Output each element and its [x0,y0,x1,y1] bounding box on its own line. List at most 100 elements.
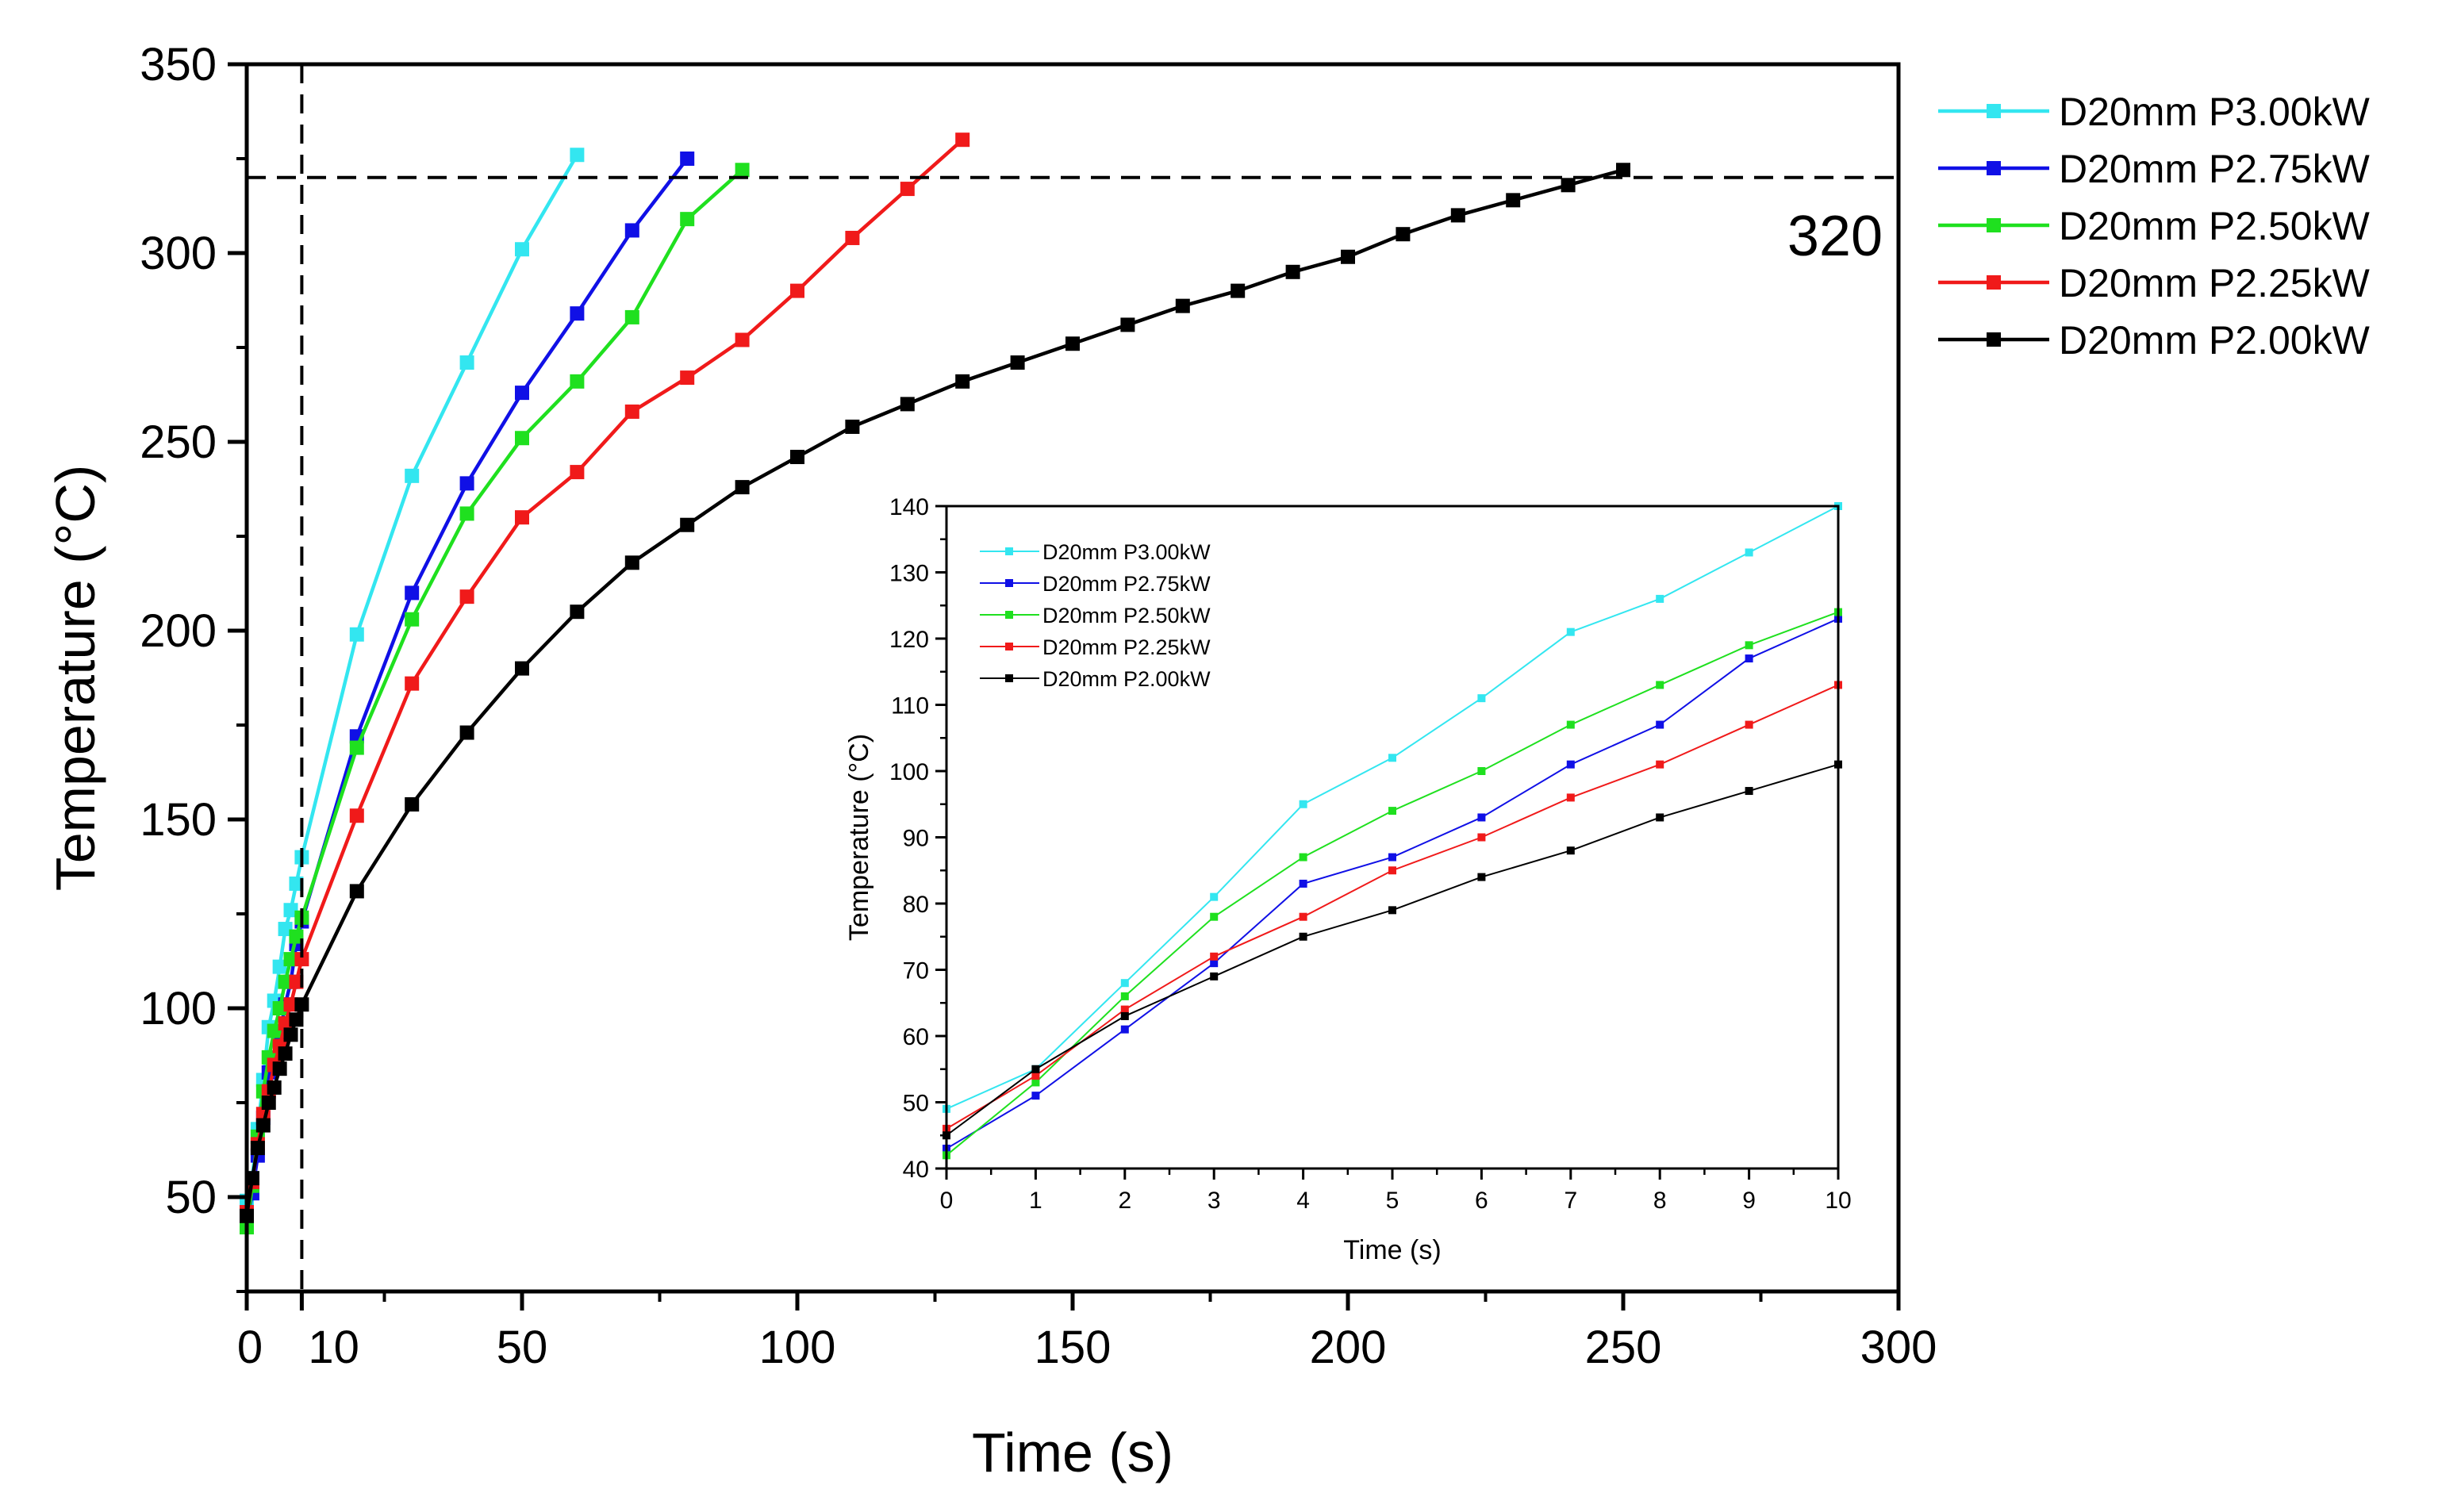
inset-y-tick-label: 140 [889,494,929,520]
data-point-d20mm-p2-00kw [1065,336,1080,351]
legend-label-d20mm-p2-75kw: D20mm P2.75kW [2059,147,2371,191]
inset-x-tick-label: 4 [1296,1188,1310,1214]
data-point-d20mm-p2-00kw [405,796,420,812]
inset-y-tick-label: 130 [889,561,929,587]
data-point-d20mm-p2-00kw [1120,317,1135,332]
data-point-d20mm-p2-00kw [624,555,639,570]
main-x-tick-label: 10 [308,1322,359,1373]
inset-data-point-d20mm-p2-50kw [1120,992,1129,1000]
data-point-d20mm-p2-25kw [790,283,804,298]
inset-y-tick-label: 70 [903,958,929,984]
inset-x-tick-label: 5 [1386,1188,1399,1214]
inset-x-tick-label: 2 [1118,1188,1131,1214]
inset-x-tick-label: 3 [1207,1188,1221,1214]
inset-background [946,506,1838,1169]
inset-legend-marker-d20mm-p2-00kw [1005,674,1013,682]
inset-series-layer [943,502,1842,1160]
data-point-d20mm-p2-50kw [515,431,529,446]
data-point-d20mm-p2-00kw [1396,227,1411,242]
data-point-d20mm-p2-25kw [289,974,304,989]
data-point-d20mm-p2-25kw [294,952,309,967]
data-point-d20mm-p2-50kw [570,374,585,389]
legend-marker-d20mm-p2-00kw [1987,332,2001,347]
data-point-d20mm-p2-00kw [1506,193,1521,208]
data-point-d20mm-p3-00kw [459,355,474,370]
inset-legend-label-d20mm-p2-50kw: D20mm P2.50kW [1042,604,1211,627]
inset-data-point-d20mm-p2-00kw [1388,906,1396,915]
main-x-tick-label: 100 [759,1322,836,1373]
legend-marker-d20mm-p2-75kw [1987,161,2001,175]
data-point-d20mm-p2-00kw [261,1096,276,1110]
inset-x-tick-label: 10 [1825,1188,1851,1214]
inset-data-point-d20mm-p2-50kw [1031,1078,1040,1087]
inset-data-point-d20mm-p2-00kw [1656,813,1664,822]
inset-data-point-d20mm-p2-50kw [1388,807,1396,815]
inset-data-point-d20mm-p2-75kw [1477,813,1486,822]
inset-data-point-d20mm-p2-25kw [1477,833,1486,842]
data-point-d20mm-p2-50kw [680,212,695,227]
data-point-d20mm-p2-25kw [955,132,970,148]
inset-data-point-d20mm-p2-00kw [1031,1065,1040,1073]
data-point-d20mm-p2-25kw [278,1016,293,1031]
main-y-tick-label: 50 [165,1172,217,1223]
main-plot: 0 10 50 100 150 200 250 30050100150200250300350… [44,39,1937,1483]
legend-marker-d20mm-p2-25kw [1987,275,2001,290]
data-point-d20mm-p2-00kw [278,1046,293,1061]
inset-y-tick-label: 90 [903,826,929,852]
inset-data-point-d20mm-p3-00kw [1388,754,1396,762]
inset-plot: 0 1 2 3 4 5 6 7 8 9 10405060708090100110120130140 … [844,494,1852,1265]
inset-data-point-d20mm-p2-75kw [1210,959,1219,968]
data-point-d20mm-p2-00kw [1450,208,1465,223]
data-point-d20mm-p2-75kw [405,585,420,601]
main-y-tick-label: 200 [140,605,217,657]
main-y-tick-label: 300 [140,228,217,279]
inset-data-point-d20mm-p2-75kw [1656,720,1664,729]
inset-data-point-d20mm-p3-00kw [1745,548,1753,557]
inset-data-point-d20mm-p2-25kw [1031,1072,1040,1080]
inset-data-point-d20mm-p2-75kw [1388,853,1396,862]
inset-y-tick-label: 60 [903,1024,929,1050]
data-point-d20mm-p2-00kw [515,661,529,676]
inset-data-point-d20mm-p2-50kw [1299,853,1307,862]
main-reference-lines [247,64,1899,1291]
inset-x-tick-label: 1 [1029,1188,1042,1214]
data-point-d20mm-p3-00kw [272,959,287,974]
data-point-d20mm-p2-25kw [459,589,474,604]
main-series-layer [240,132,1630,1235]
inset-data-point-d20mm-p3-00kw [1656,594,1664,603]
inset-y-tick-label: 50 [903,1091,929,1117]
inset-data-point-d20mm-p3-00kw [1566,627,1575,636]
data-point-d20mm-p2-00kw [1010,355,1025,370]
data-point-d20mm-p2-25kw [570,465,585,480]
data-point-d20mm-p3-00kw [349,627,364,642]
data-point-d20mm-p2-25kw [680,370,695,386]
data-point-d20mm-p2-75kw [515,386,529,401]
inset-data-point-d20mm-p3-00kw [1120,979,1129,988]
inset-legend-label-d20mm-p3-00kw: D20mm P3.00kW [1042,540,1211,564]
main-x-tick-label: 300 [1860,1322,1937,1373]
inset-legend-label-d20mm-p2-75kw: D20mm P2.75kW [1042,572,1211,596]
data-point-d20mm-p2-00kw [289,1012,304,1027]
main-x-tick-label: 50 [497,1322,548,1373]
data-point-d20mm-p2-00kw [790,450,804,465]
inset-y-axis-title: Temperature (°C) [844,734,874,941]
legend-label-d20mm-p2-00kw: D20mm P2.00kW [2059,318,2371,363]
data-point-d20mm-p3-00kw [283,903,298,918]
legend-label-d20mm-p2-50kw: D20mm P2.50kW [2059,204,2371,248]
data-point-d20mm-p2-50kw [272,1001,287,1015]
data-point-d20mm-p2-00kw [1341,249,1355,264]
data-point-d20mm-p2-50kw [267,1023,282,1038]
legend-marker-d20mm-p2-50kw [1987,218,2001,232]
data-point-d20mm-p2-25kw [405,676,420,691]
inset-legend-marker-d20mm-p3-00kw [1005,547,1013,555]
data-point-d20mm-p2-75kw [624,223,639,238]
data-point-d20mm-p2-00kw [1285,264,1300,279]
data-point-d20mm-p2-00kw [955,374,970,389]
inset-y-tick-label: 110 [891,693,929,720]
legend-label-d20mm-p3-00kw: D20mm P3.00kW [2059,90,2371,134]
inset-data-point-d20mm-p2-00kw [1566,846,1575,855]
inset-data-point-d20mm-p2-25kw [1656,760,1664,769]
data-point-d20mm-p2-50kw [278,974,293,989]
